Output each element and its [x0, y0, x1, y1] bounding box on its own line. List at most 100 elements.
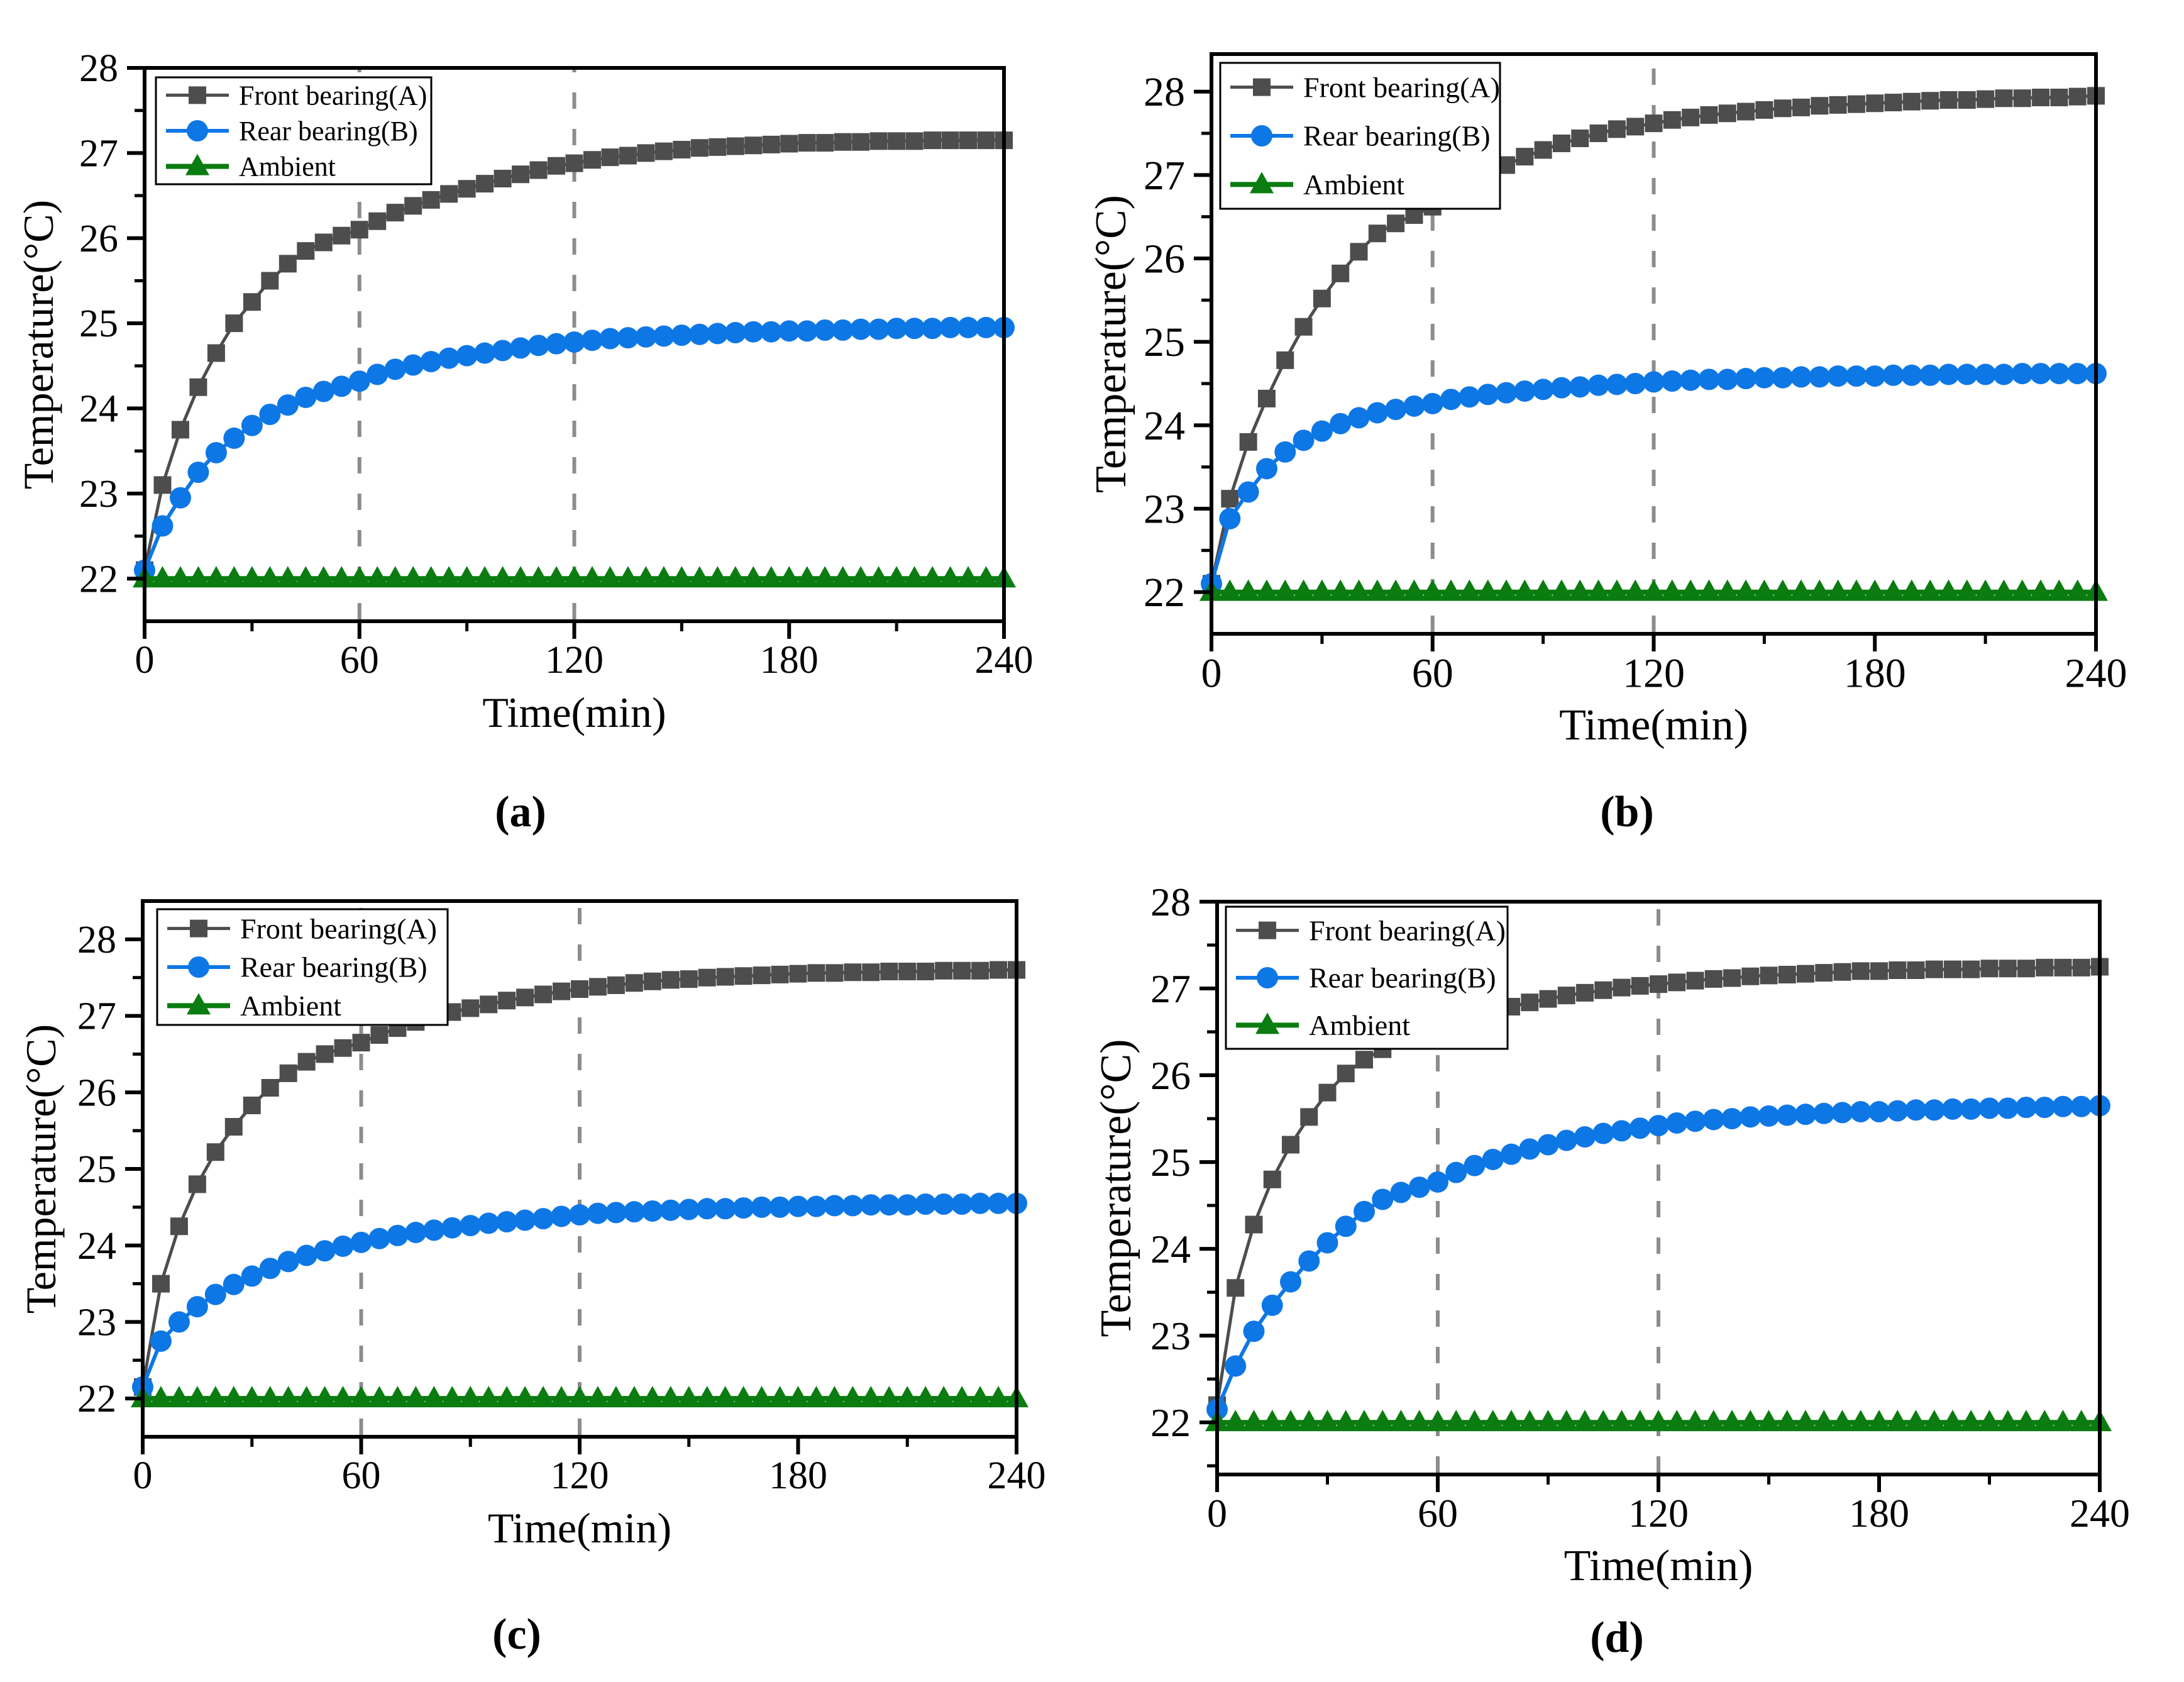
x-tick-label: 0 [133, 1454, 153, 1497]
y-tick-label: 23 [1144, 486, 1185, 532]
series-markers-ambient-b [1200, 579, 2108, 601]
legend-label-rear: Rear bearing(B) [239, 116, 418, 147]
y-tick-label: 22 [1150, 1400, 1191, 1445]
legend-c: Front bearing(A) Rear bearing(B) Ambient [156, 908, 449, 1026]
x-tick-label: 180 [1844, 650, 1906, 696]
caption-b: (b) [1600, 788, 1654, 836]
legend-marker-circle-icon [188, 956, 209, 978]
x-tick-label: 60 [1412, 650, 1453, 696]
series-line-rear-d [1215, 1104, 2100, 1410]
y-tick-label: 25 [1150, 1140, 1191, 1185]
legend-label-ambient: Ambient [240, 990, 341, 1022]
series-markers-ambient-d [1205, 1410, 2112, 1432]
x-axis-title-c: Time(min) [488, 1504, 671, 1552]
legend-marker-triangle-icon [1250, 172, 1274, 194]
legend-marker-square-icon [1253, 78, 1271, 96]
legend-marker-triangle-icon [1255, 1012, 1279, 1034]
y-tick-label: 27 [77, 995, 116, 1038]
x-tick-label: 60 [342, 1454, 381, 1497]
x-tick-label: 180 [1849, 1491, 1909, 1535]
panel-c: 22 23 24 25 26 27 28 0 60 120 180 240 Time(min) Tempe… [17, 899, 1046, 1552]
x-tick-label: 240 [2070, 1491, 2130, 1535]
y-tick-label: 22 [79, 558, 118, 600]
legend-label-rear: Rear bearing(B) [1303, 120, 1491, 152]
x-tick-label: 240 [2065, 650, 2127, 696]
x-tick-label: 120 [1628, 1491, 1689, 1535]
legend-label-ambient: Ambient [1303, 169, 1404, 201]
y-axis-title-d: Temperature(°C) [1092, 1039, 1140, 1337]
x-tick-label: 0 [1201, 650, 1222, 696]
legend-label-ambient: Ambient [1309, 1009, 1410, 1041]
x-tick-label: 120 [1623, 650, 1685, 696]
x-tick-label: 240 [988, 1454, 1046, 1497]
x-tick-label: 120 [545, 639, 604, 682]
x-tick-label: 60 [340, 639, 379, 682]
panel-b: 22 23 24 25 26 27 28 0 60 120 180 240 Time(min) Tempe… [1087, 52, 2127, 750]
legend-label-ambient: Ambient [239, 152, 336, 182]
y-axis-title-b: Temperature(°C) [1087, 195, 1135, 493]
legend-marker-circle-icon [187, 120, 208, 141]
y-tick-label: 27 [1150, 966, 1191, 1011]
y-tick-label: 26 [79, 218, 118, 260]
panel-d: 22 23 24 25 26 27 28 0 60 120 180 240 Time(min) Tempe… [1092, 880, 2130, 1590]
y-tick-label: 26 [1150, 1053, 1191, 1098]
y-tick-label: 26 [1144, 236, 1185, 282]
x-tick-label: 240 [975, 639, 1034, 682]
x-tick-label: 0 [135, 639, 155, 682]
y-axis-title-c: Temperature(°C) [17, 1024, 65, 1314]
x-tick-label: 0 [1207, 1491, 1227, 1535]
legend-label-front: Front bearing(A) [240, 912, 437, 944]
series-markers-rear-a [134, 316, 1015, 581]
legend-marker-square-icon [190, 919, 207, 938]
panel-a: 22 23 24 25 26 27 28 0 60 120 180 240 Time(min) Tempe… [14, 47, 1034, 736]
series-markers-rear-d [1206, 1095, 2110, 1420]
legend-label-rear: Rear bearing(B) [240, 951, 427, 983]
y-tick-label: 28 [77, 919, 116, 961]
y-tick-label: 23 [79, 473, 118, 516]
y-tick-label: 28 [1144, 69, 1185, 115]
series-markers-front-b [1203, 87, 2105, 593]
y-tick-label: 27 [79, 132, 118, 175]
legend-marker-circle-icon [1257, 967, 1278, 988]
x-tick-label: 180 [769, 1454, 827, 1497]
y-tick-label: 24 [1144, 403, 1185, 449]
x-axis-title-b: Time(min) [1559, 701, 1748, 750]
x-tick-label: 60 [1418, 1491, 1458, 1535]
y-tick-label: 22 [77, 1378, 116, 1420]
legend-label-front: Front bearing(A) [1309, 914, 1506, 946]
y-axis-title-a: Temperature(°C) [14, 200, 62, 489]
x-axis-title-d: Time(min) [1564, 1542, 1753, 1590]
caption-c: (c) [492, 1610, 541, 1659]
x-tick-label: 180 [760, 639, 819, 682]
y-tick-label: 23 [1150, 1314, 1191, 1358]
y-tick-label: 25 [77, 1148, 116, 1191]
series-markers-ambient-a [133, 566, 1016, 588]
y-tick-label: 24 [1150, 1227, 1191, 1271]
y-tick-label: 24 [79, 388, 118, 431]
y-tick-label: 28 [1150, 880, 1191, 924]
y-tick-label: 24 [77, 1225, 116, 1268]
legend-label-rear: Rear bearing(B) [1309, 962, 1496, 994]
series-markers-rear-c [132, 1192, 1027, 1398]
series-markers-ambient-c [131, 1386, 1029, 1408]
legend-label-front: Front bearing(A) [239, 80, 427, 111]
y-tick-label: 23 [77, 1302, 116, 1344]
legend-marker-square-icon [189, 86, 206, 104]
y-tick-label: 28 [79, 47, 118, 90]
legend-b: Front bearing(A) Rear bearing(B) Ambient [1219, 62, 1501, 210]
legend-a: Front bearing(A) Rear bearing(B) Ambient [155, 76, 433, 185]
legend-marker-triangle-icon [185, 153, 209, 175]
x-tick-label: 120 [551, 1454, 609, 1497]
caption-d: (d) [1590, 1613, 1644, 1662]
x-axis-title-a: Time(min) [482, 689, 666, 736]
y-tick-label: 25 [1144, 319, 1185, 365]
y-tick-label: 27 [1144, 153, 1185, 199]
y-tick-label: 22 [1144, 570, 1185, 616]
legend-marker-triangle-icon [187, 993, 211, 1015]
y-tick-label: 26 [77, 1071, 116, 1114]
caption-a: (a) [495, 788, 546, 836]
y-tick-label: 25 [79, 302, 118, 345]
legend-d: Front bearing(A) Rear bearing(B) Ambient [1225, 905, 1509, 1050]
